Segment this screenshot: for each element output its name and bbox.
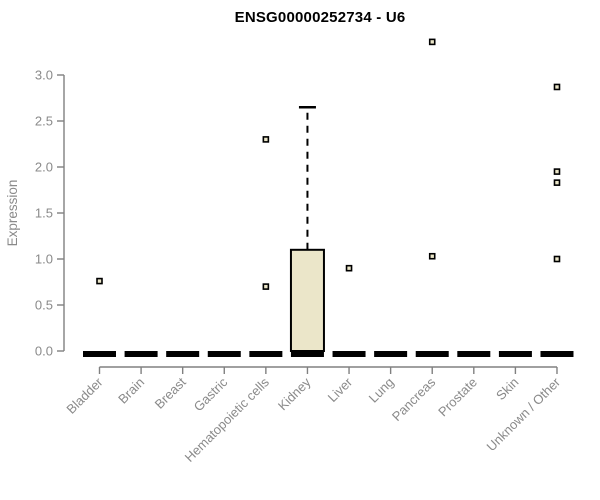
x-tick-label: Prostate [435, 375, 480, 420]
y-axis-title: Expression [5, 180, 20, 247]
x-tick-label: Breast [152, 374, 189, 411]
outlier-point [428, 252, 436, 260]
x-tick-label: Skin [493, 375, 521, 403]
x-tick-label: Liver [325, 374, 356, 405]
median-bar [207, 351, 241, 357]
chart-title: ENSG00000252734 - U6 [234, 9, 406, 26]
median-bar [540, 351, 574, 357]
median-bar [374, 351, 408, 357]
median-bar [166, 351, 200, 357]
outlier-point [553, 179, 561, 186]
median-bar [124, 351, 158, 357]
median-bar [457, 351, 491, 357]
outlier-point [553, 83, 561, 91]
median-bar [83, 351, 116, 357]
x-tick-label: Gastric [191, 374, 231, 414]
outlier-point [262, 136, 270, 143]
y-tick-label: 0.5 [35, 298, 53, 313]
outlier-point [262, 283, 270, 290]
y-tick-label: 0.0 [35, 344, 53, 359]
outlier-point [96, 277, 103, 285]
median-bar [332, 351, 366, 357]
y-tick-label: 1.0 [35, 252, 53, 267]
outlier-point [345, 264, 353, 272]
median-bar [290, 351, 324, 357]
y-tick-label: 3.0 [35, 68, 53, 83]
median-bar [249, 351, 283, 357]
y-tick-label: 2.0 [35, 160, 53, 175]
x-tick-label: Lung [366, 375, 397, 406]
median-bar [498, 351, 532, 357]
median-bar [415, 351, 449, 357]
y-tick-label: 2.5 [35, 114, 53, 129]
y-tick-label: 1.5 [35, 206, 53, 221]
x-tick-label: Pancreas [389, 374, 439, 424]
outlier-point [553, 168, 561, 175]
outlier-point [553, 255, 561, 263]
x-tick-label: Kidney [275, 374, 314, 413]
outlier-point [428, 38, 436, 46]
x-tick-label: Bladder [63, 374, 106, 417]
box-kidney [289, 248, 325, 352]
x-tick-label: Unknown / Other [484, 374, 564, 454]
x-tick-label: Brain [115, 375, 147, 407]
